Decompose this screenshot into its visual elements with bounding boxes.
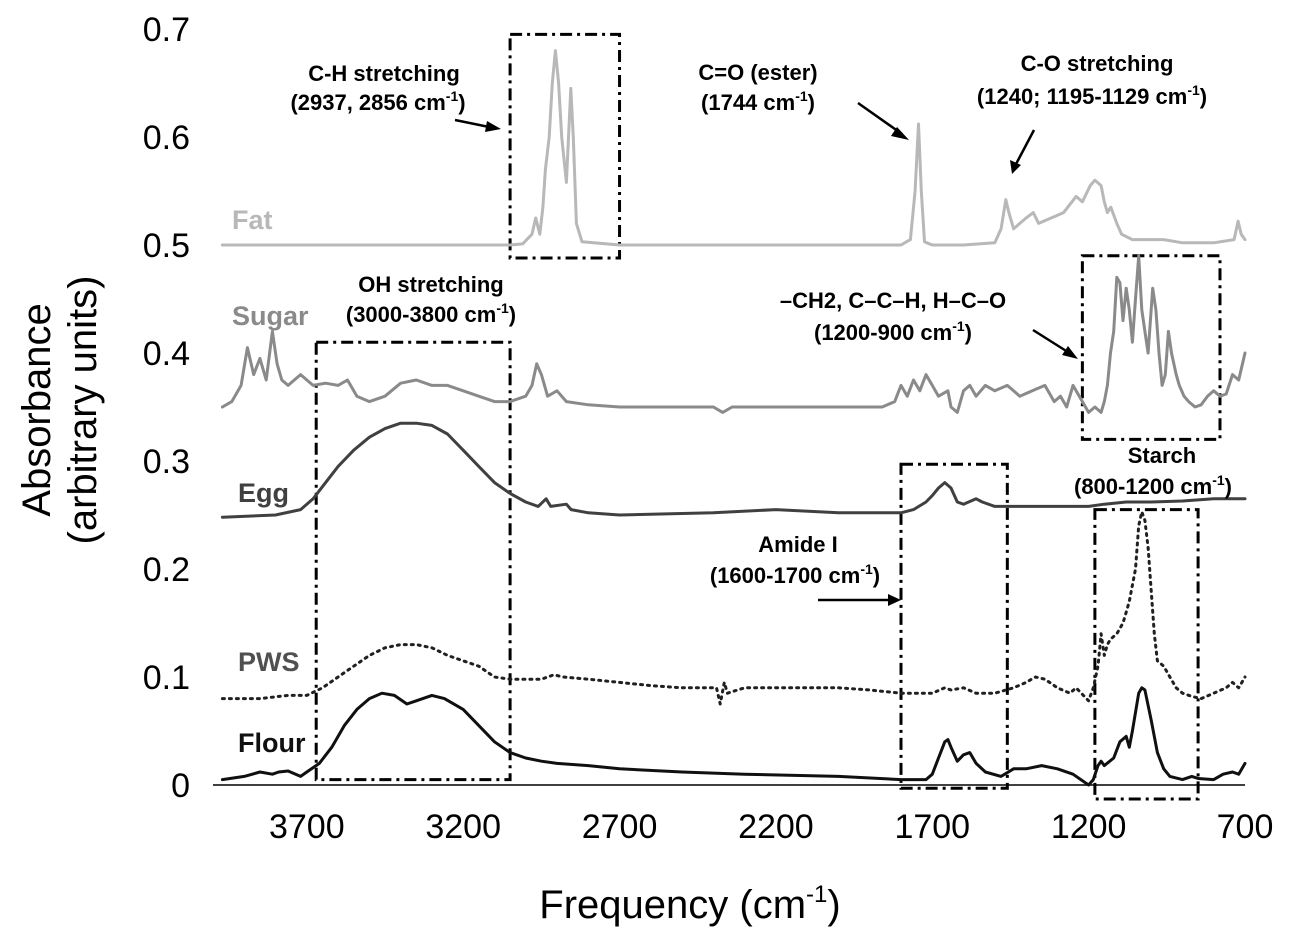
axes: 0 0.1 0.2 0.3 0.4 0.5 0.6 0.7 3700 3200 2700 2200 1… bbox=[143, 11, 1274, 846]
annotation-co-stretching: C-O stretching (1240; 1195-1129 cm-1) bbox=[977, 51, 1207, 174]
y-tick-label: 0.7 bbox=[143, 11, 190, 49]
annotation-co-ester-title: C=O (ester) bbox=[698, 60, 817, 85]
y-tick-label: 0.1 bbox=[143, 659, 190, 697]
y-axis-title-line1: Absorbance bbox=[15, 303, 59, 516]
series-line-sugar bbox=[220, 254, 1247, 414]
y-tick-label: 0 bbox=[171, 767, 190, 805]
annotation-ch2: –CH2, C–C–H, H–C–O (1200-900 cm-1) bbox=[780, 288, 1078, 359]
amide-box bbox=[899, 462, 1009, 790]
annotation-co-stretching-range: (1240; 1195-1129 cm-1) bbox=[977, 82, 1207, 109]
arrowhead-ch-stretching bbox=[485, 121, 501, 132]
annotation-co-ester-range: (1744 cm-1) bbox=[701, 88, 815, 115]
arrow-co-stretching bbox=[1013, 129, 1036, 167]
arrowhead-amide bbox=[888, 594, 901, 606]
series-label-sugar: Sugar bbox=[232, 301, 309, 331]
x-tick-label: 700 bbox=[1217, 808, 1274, 846]
annotation-ch2-title: –CH2, C–C–H, H–C–O bbox=[780, 288, 1006, 313]
annotation-ch-stretching-range: (2937, 2856 cm-1) bbox=[290, 88, 465, 115]
x-tick-label: 3700 bbox=[269, 808, 345, 846]
annotation-starch-range: (800-1200 cm-1) bbox=[1074, 472, 1232, 499]
x-tick-label: 1200 bbox=[1051, 808, 1127, 846]
x-axis-title: Frequency (cm-1) bbox=[539, 881, 840, 927]
annotation-ch2-range: (1200-900 cm-1) bbox=[814, 318, 972, 345]
arrowhead-co-ester bbox=[891, 127, 909, 140]
x-tick-labels: 3700 3200 2700 2200 1700 1200 700 bbox=[269, 808, 1273, 846]
y-tick-label: 0.3 bbox=[143, 443, 190, 481]
series-line-pws bbox=[220, 510, 1247, 706]
series-label-flour: Flour bbox=[238, 728, 306, 758]
annotation-amide-range: (1600-1700 cm-1) bbox=[710, 561, 880, 588]
annotation-starch-title: Starch bbox=[1128, 443, 1196, 468]
y-tick-label: 0.5 bbox=[143, 227, 190, 265]
series-label-fat: Fat bbox=[232, 205, 273, 235]
series-label-egg: Egg bbox=[238, 478, 289, 508]
y-axis-title-line2: (arbitrary units) bbox=[61, 276, 105, 545]
ch-stretch-box bbox=[508, 32, 622, 260]
annotation-ch-stretching: C-H stretching (2937, 2856 cm-1) bbox=[290, 61, 501, 132]
y-tick-label: 0.4 bbox=[143, 335, 190, 373]
y-tick-labels: 0 0.1 0.2 0.3 0.4 0.5 0.6 0.7 bbox=[143, 11, 190, 805]
annotation-amide: Amide I (1600-1700 cm-1) bbox=[710, 532, 901, 606]
series-line-egg bbox=[220, 421, 1247, 519]
annotation-oh-stretching-range: (3000-3800 cm-1) bbox=[346, 300, 516, 327]
ch2-box bbox=[1080, 254, 1222, 441]
series-line-fat bbox=[220, 49, 1247, 247]
arrowhead-co-stretching bbox=[1010, 160, 1021, 174]
y-tick-label: 0.2 bbox=[143, 551, 190, 589]
series-line-flour bbox=[220, 686, 1247, 787]
annotation-amide-title: Amide I bbox=[758, 532, 837, 557]
annotation-oh-stretching: OH stretching (3000-3800 cm-1) bbox=[346, 272, 516, 327]
arrowhead-ch2 bbox=[1062, 346, 1078, 359]
annotation-co-ester: C=O (ester) (1744 cm-1) bbox=[698, 60, 909, 140]
annotation-ch-stretching-title: C-H stretching bbox=[308, 61, 460, 86]
series-lines bbox=[220, 49, 1247, 787]
x-tick-label: 1700 bbox=[894, 808, 970, 846]
x-tick-label: 2700 bbox=[582, 808, 658, 846]
arrow-ch2 bbox=[1032, 328, 1072, 356]
starch-box bbox=[1093, 508, 1200, 801]
y-tick-label: 0.6 bbox=[143, 119, 190, 157]
arrow-co-ester bbox=[857, 101, 903, 136]
oh-stretch-box bbox=[314, 340, 512, 782]
y-axis-title: Absorbance (arbitrary units) bbox=[15, 276, 105, 545]
x-tick-label: 2200 bbox=[738, 808, 814, 846]
annotation-oh-stretching-title: OH stretching bbox=[358, 272, 503, 297]
annotation-starch: Starch (800-1200 cm-1) bbox=[1074, 443, 1232, 499]
highlight-regions bbox=[314, 32, 1222, 801]
x-tick-label: 3200 bbox=[425, 808, 501, 846]
series-label-pws: PWS bbox=[238, 647, 300, 677]
annotation-co-stretching-title: C-O stretching bbox=[1021, 51, 1174, 76]
